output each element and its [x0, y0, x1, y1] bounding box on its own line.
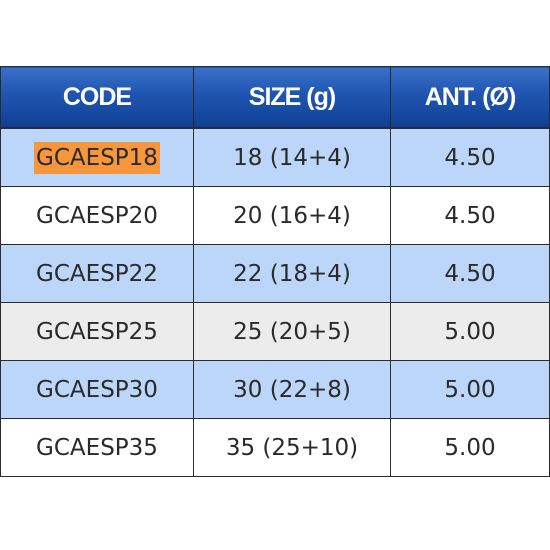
cell-code: GCAESP20 [0, 186, 194, 245]
cell-size: 35 (25+10) [193, 418, 391, 477]
table-row: GCAESP18 18 (14+4) 4.50 [0, 127, 550, 187]
cell-size: 22 (18+4) [193, 244, 391, 303]
cell-size: 30 (22+8) [193, 360, 391, 419]
table-row: GCAESP35 35 (25+10) 5.00 [0, 418, 550, 477]
product-spec-table: CODE SIZE (g) ANT. (Ø) GCAESP18 18 (14+4… [0, 66, 550, 477]
cell-size: 20 (16+4) [193, 186, 391, 245]
table-row: GCAESP30 30 (22+8) 5.00 [0, 360, 550, 419]
table-row: GCAESP25 25 (20+5) 5.00 [0, 302, 550, 361]
cell-size: 18 (14+4) [193, 127, 391, 187]
spec-table: CODE SIZE (g) ANT. (Ø) GCAESP18 18 (14+4… [0, 66, 550, 477]
cell-size: 25 (20+5) [193, 302, 391, 361]
table-header: CODE SIZE (g) ANT. (Ø) [0, 66, 550, 129]
cell-ant: 5.00 [390, 418, 550, 477]
table-row: GCAESP22 22 (18+4) 4.50 [0, 244, 550, 303]
cell-ant: 4.50 [390, 244, 550, 303]
header-size: SIZE (g) [193, 66, 391, 129]
cell-code: GCAESP18 [0, 127, 194, 187]
cell-code: GCAESP30 [0, 360, 194, 419]
table-body: GCAESP18 18 (14+4) 4.50 GCAESP20 20 (16+… [0, 127, 550, 477]
cell-code: GCAESP22 [0, 244, 194, 303]
header-code: CODE [0, 66, 194, 129]
highlighted-code: GCAESP18 [34, 141, 160, 174]
cell-code: GCAESP35 [0, 418, 194, 477]
cell-ant: 5.00 [390, 360, 550, 419]
cell-ant: 5.00 [390, 302, 550, 361]
header-row: CODE SIZE (g) ANT. (Ø) [0, 66, 550, 129]
cell-ant: 4.50 [390, 127, 550, 187]
table-row: GCAESP20 20 (16+4) 4.50 [0, 186, 550, 245]
cell-code: GCAESP25 [0, 302, 194, 361]
header-ant: ANT. (Ø) [390, 66, 550, 129]
cell-ant: 4.50 [390, 186, 550, 245]
